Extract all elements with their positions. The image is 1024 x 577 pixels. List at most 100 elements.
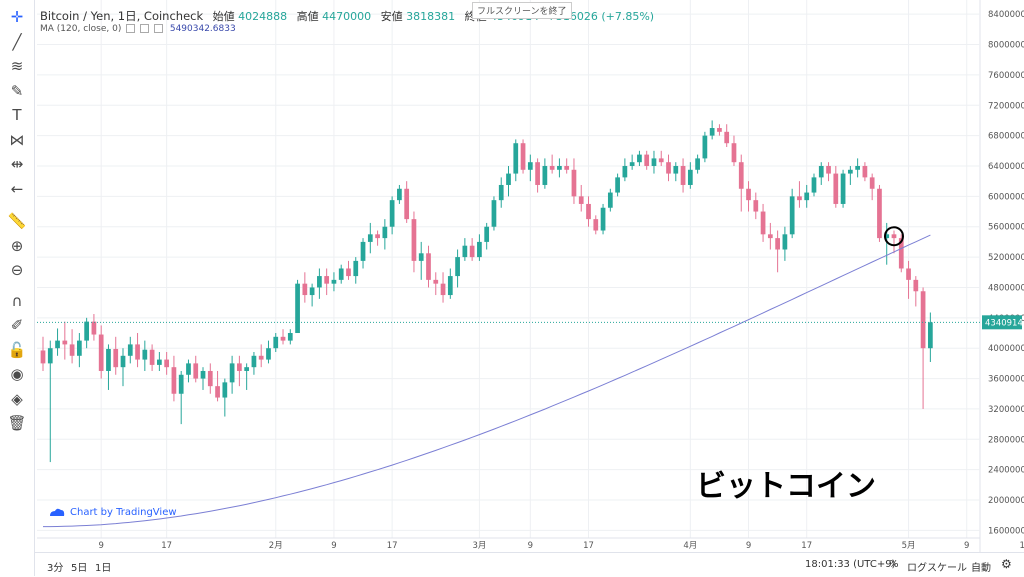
candle-body <box>717 128 722 132</box>
candle-body <box>732 143 737 162</box>
x-tick-label: 5月 <box>902 541 916 551</box>
candle-body <box>288 333 293 341</box>
y-tick-label: 6800000 <box>988 132 1024 142</box>
candle-body <box>833 174 838 204</box>
trash-icon[interactable]: 🗑 <box>4 412 30 434</box>
candle-body <box>535 162 540 185</box>
auto-scale-toggle[interactable]: 自動 <box>971 559 991 574</box>
candle-body <box>623 166 628 177</box>
range-3m[interactable]: 3分 <box>47 559 63 574</box>
y-tick-label: 4800000 <box>988 283 1024 293</box>
high-value: 4470000 <box>322 10 371 23</box>
range-5d[interactable]: 5日 <box>71 559 87 574</box>
fib-icon[interactable]: ≋ <box>4 55 30 77</box>
candle-body <box>150 350 155 365</box>
ruler-icon[interactable]: 📏 <box>4 210 30 232</box>
eye-toggle-icon[interactable] <box>126 24 135 33</box>
candle-body <box>412 219 417 261</box>
open-label: 始値 <box>213 10 235 23</box>
candle-body <box>753 200 758 211</box>
candle-body <box>870 177 875 188</box>
crosshair-icon[interactable]: ✛ <box>4 6 30 28</box>
gear-icon[interactable]: ⚙ <box>1001 557 1012 571</box>
x-tick-label: 17 <box>1020 541 1024 551</box>
close-icon[interactable] <box>154 24 163 33</box>
candle-body <box>41 350 46 363</box>
candle-body <box>142 350 147 360</box>
candle-body <box>426 253 431 280</box>
drawing-toolbar: ✛ ╱≋ ✎T ⋈⇹ ← 📏 ⊕⊖ ∩✐ 🔓◉ ◈🗑 <box>0 0 35 576</box>
y-tick-label: 8400000 <box>988 10 1024 20</box>
candle-body <box>659 158 664 162</box>
candle-body <box>557 166 562 170</box>
ma-label: MA (120, close, 0) <box>40 24 121 34</box>
candle-body <box>637 155 642 163</box>
candle-body <box>259 356 264 360</box>
candle-body <box>361 242 366 261</box>
lock-drawing-icon[interactable]: ✐ <box>4 314 30 336</box>
measure-icon[interactable]: ⇹ <box>4 153 30 175</box>
eye-icon[interactable]: ◉ <box>4 363 30 385</box>
pattern-icon[interactable]: ⋈ <box>4 129 30 151</box>
candle-body <box>499 185 504 200</box>
candle-body <box>208 371 213 386</box>
bottom-bar: 3分 5日 1日 18:01:33 (UTC+9) % ログスケール 自動 ⚙ <box>35 552 1024 577</box>
percent-toggle[interactable]: % <box>889 559 899 570</box>
candle-body <box>579 196 584 204</box>
candle-body <box>528 162 533 170</box>
brush-icon[interactable]: ✎ <box>4 80 30 102</box>
candle-body <box>586 204 591 219</box>
candle-body <box>768 234 773 238</box>
candle-body <box>237 363 242 371</box>
layers-icon[interactable]: ◈ <box>4 388 30 410</box>
x-tick-label: 9 <box>331 541 336 551</box>
candle-body <box>812 177 817 192</box>
candle-body <box>462 246 467 257</box>
low-label: 安値 <box>381 10 403 23</box>
symbol-title[interactable]: Bitcoin / Yen, 1日, Coincheck <box>40 9 203 23</box>
zoom-in-icon[interactable]: ⊕ <box>4 235 30 257</box>
ma-legend[interactable]: MA (120, close, 0) 5490342.6833 <box>40 24 236 34</box>
candle-body <box>266 348 271 359</box>
candle-body <box>230 363 235 382</box>
candle-body <box>877 189 882 238</box>
magnet-icon[interactable]: ∩ <box>4 290 30 312</box>
back-arrow-icon[interactable]: ← <box>4 178 30 200</box>
x-tick-label: 3月 <box>472 541 486 551</box>
candle-body <box>710 128 715 136</box>
candle-body <box>703 136 708 159</box>
x-tick-label: 9 <box>98 541 103 551</box>
candle-body <box>48 348 53 363</box>
x-tick-label: 17 <box>161 541 172 551</box>
candle-body <box>477 242 482 257</box>
tradingview-logo[interactable]: Chart by TradingView <box>48 506 177 518</box>
range-1d[interactable]: 1日 <box>95 559 111 574</box>
candle-body <box>310 287 315 295</box>
text-icon[interactable]: T <box>4 104 30 126</box>
unlock-icon[interactable]: 🔓 <box>4 339 30 361</box>
annotation-text: ビットコイン <box>696 461 876 505</box>
candle-body <box>317 276 322 287</box>
candle-body <box>332 280 337 284</box>
y-tick-label: 6400000 <box>988 162 1024 172</box>
candle-body <box>863 166 868 177</box>
candle-body <box>790 196 795 234</box>
candle-body <box>855 166 860 170</box>
settings-icon[interactable] <box>140 24 149 33</box>
y-tick-label: 5600000 <box>988 223 1024 233</box>
zoom-out-icon[interactable]: ⊖ <box>4 259 30 281</box>
candle-body <box>84 322 89 341</box>
candle-body <box>128 344 133 355</box>
candle-body <box>892 234 897 238</box>
candle-body <box>572 170 577 197</box>
price-tag: 4340914 <box>985 318 1023 328</box>
candle-body <box>113 349 118 367</box>
candle-body <box>186 363 191 374</box>
candle-body <box>826 166 831 174</box>
candle-body <box>62 341 67 345</box>
trendline-icon[interactable]: ╱ <box>4 31 30 53</box>
candle-body <box>724 132 729 143</box>
log-scale-toggle[interactable]: ログスケール <box>907 559 967 574</box>
candle-body <box>222 382 227 397</box>
x-tick-label: 2月 <box>269 541 283 551</box>
